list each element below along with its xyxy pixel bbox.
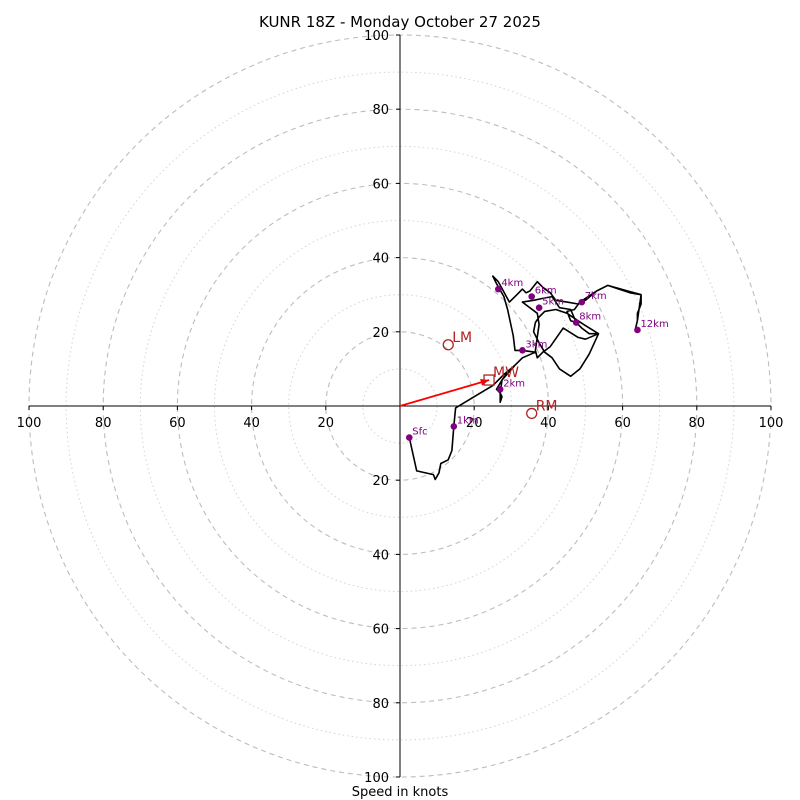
x-tick-label: 20 [318,416,335,431]
chart-title: KUNR 18Z - Monday October 27 2025 [259,13,541,31]
hodograph-trace [408,275,642,481]
storm-motion-markers: LM MW RM [442,330,558,420]
x-tick-label: 60 [614,416,631,431]
y-tick-label: 40 [372,548,389,563]
marker-mw [483,374,495,386]
height-point-6km [528,293,536,300]
y-tick-label: 40 [372,252,389,267]
y-tick-label: 100 [364,29,389,44]
height-label-5km: 5km [542,297,564,308]
y-tick-label: 60 [372,177,389,192]
height-label-3km: 3km [525,339,547,350]
height-point-1km [450,423,458,430]
x-tick-label: 100 [759,416,784,431]
x-tick-label: 80 [95,416,112,431]
y-tick-label: 60 [372,623,389,638]
y-tick-label: 80 [372,103,389,118]
marker-rm-label: RM [536,398,558,414]
height-label-2km: 2km [503,378,525,389]
height-label-1km: 1km [457,415,479,426]
y-tick-label: 20 [372,326,389,341]
marker-rm [526,407,538,420]
height-point-3km [519,347,526,354]
height-point-8km [572,319,580,326]
marker-lm-label: LM [452,330,472,346]
height-point-5km [535,304,543,311]
marker-lm [442,339,454,351]
height-label-4km: 4km [501,278,523,289]
x-tick-label: 20 [466,416,483,431]
height-label-12km: 12km [640,319,668,330]
height-point-12km [634,326,641,334]
y-tick-label: 20 [372,474,389,489]
x-tick-label: 40 [540,416,557,431]
x-tick-label: 100 [17,416,42,431]
hodograph-line [408,275,642,481]
x-tick-label: 80 [689,416,706,431]
height-point-2km [496,386,504,393]
mean-wind-arrow-shaft [399,379,490,407]
y-tick-label: 80 [372,697,389,712]
height-point-4km [495,285,502,293]
tick-labels: 100 80 60 40 20 20 40 60 80 100 100 80 60 40 20 20 40 60 8… [17,29,784,786]
height-point-7km [578,298,586,306]
mean-wind-arrow [399,378,490,407]
height-label-8km: 8km [579,312,601,323]
x-axis-label: Speed in knots [352,785,449,800]
height-label-6km: 6km [535,286,557,297]
x-tick-label: 60 [169,416,186,431]
height-label-sfc: Sfc [412,427,427,438]
y-tick-label: 100 [364,771,389,786]
height-point-sfc [405,434,413,441]
marker-mw-label: MW [493,365,519,381]
x-tick-label: 40 [243,416,260,431]
height-label-7km: 7km [585,291,607,302]
